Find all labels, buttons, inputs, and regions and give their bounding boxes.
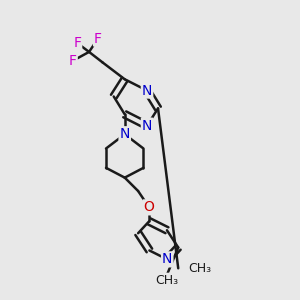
Text: N: N <box>162 252 172 266</box>
Text: N: N <box>142 84 152 98</box>
Text: N: N <box>142 118 152 133</box>
Text: CH₃: CH₃ <box>189 262 212 275</box>
Text: F: F <box>94 32 102 46</box>
Text: CH₃: CH₃ <box>155 274 178 287</box>
Text: N: N <box>119 127 130 141</box>
Text: O: O <box>144 200 154 214</box>
Text: F: F <box>73 36 81 50</box>
Text: F: F <box>69 54 77 68</box>
